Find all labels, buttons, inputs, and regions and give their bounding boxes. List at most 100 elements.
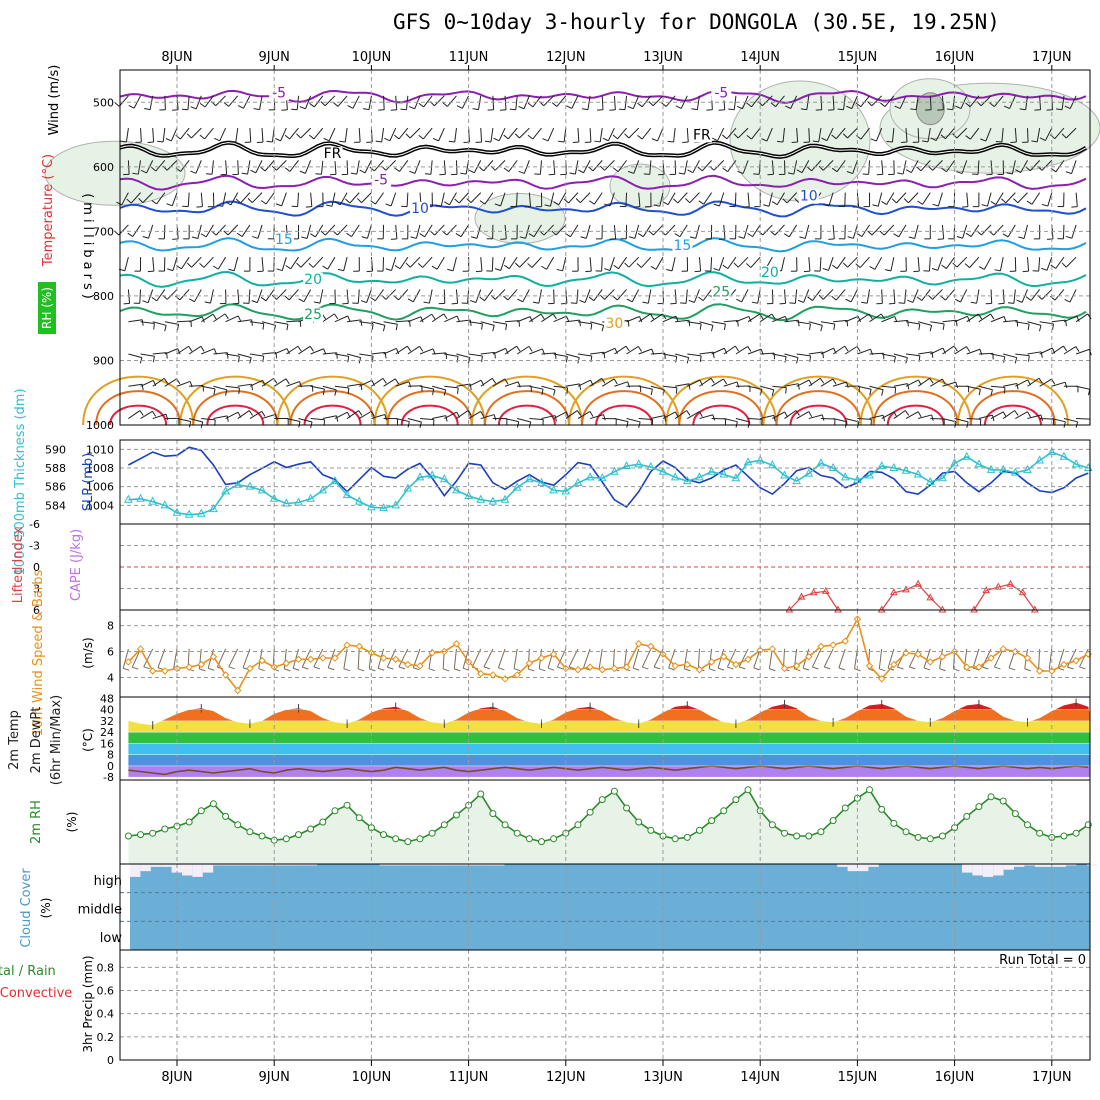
wind-barb <box>983 256 992 270</box>
wind-barb <box>826 127 834 141</box>
wind-barb <box>1054 289 1065 301</box>
surface-wind-barb <box>768 648 773 669</box>
wind-barb <box>723 345 736 355</box>
wind-barb <box>1027 128 1029 143</box>
surface-wind-barb-feather <box>879 668 886 672</box>
wind-barb <box>978 414 993 420</box>
wind-barb-feather <box>443 389 447 396</box>
wind-barb <box>684 160 688 175</box>
dewpoint-line <box>128 765 1089 776</box>
wind-barb-feather <box>407 421 410 428</box>
wind-barb-feather <box>590 323 593 330</box>
wind-barb <box>528 192 532 207</box>
surface-wind-barb <box>398 648 409 668</box>
wind-barb <box>225 385 240 389</box>
surface-wind-barb <box>838 648 846 669</box>
surface-wind-barb <box>993 648 1004 668</box>
surface-wind-barb-feather <box>684 668 691 672</box>
wind-barb <box>650 385 665 391</box>
wind-barb <box>1001 128 1004 143</box>
wind-barb <box>760 414 774 420</box>
high-cloud-gap <box>462 864 474 866</box>
wind-barb-feather <box>241 172 248 175</box>
wind-barb <box>375 192 384 205</box>
wind-barb-feather <box>491 378 497 384</box>
wind-barb-feather <box>310 233 316 238</box>
wind-barb <box>249 128 252 143</box>
wind-barb <box>152 413 167 420</box>
wind-barb <box>137 160 142 175</box>
cloud-level-label: low <box>100 931 123 946</box>
wind-barb-feather <box>639 316 643 323</box>
wind-barb <box>261 257 264 272</box>
high-cloud-gap <box>192 864 203 877</box>
wind-barb-feather <box>688 383 691 390</box>
wind-barb <box>1039 95 1042 110</box>
wind-barb <box>322 415 337 420</box>
wind-barb-feather <box>360 300 367 304</box>
pressure-tick-label: 800 <box>93 290 114 303</box>
wind-barb-feather <box>558 140 565 143</box>
wind-barb <box>181 256 190 270</box>
day-label-top: 10JUN <box>352 50 392 65</box>
wind-barb <box>334 315 348 323</box>
wind-barb <box>866 289 871 304</box>
wind-barb-feather <box>675 105 682 109</box>
high-cloud-gap <box>213 864 224 866</box>
wind-barb-feather <box>771 201 778 206</box>
wind-barb-feather <box>737 170 744 174</box>
wind-barb-feather <box>941 167 947 173</box>
wind-barb <box>468 379 482 387</box>
wind-barb-feather <box>1025 296 1032 301</box>
wind-barb-feather <box>837 108 844 111</box>
wind-barb <box>276 289 287 300</box>
wind-barb <box>710 257 713 272</box>
thickness-marker <box>500 494 510 503</box>
wind-barb-feather <box>470 236 478 239</box>
wind-barb <box>638 418 653 421</box>
wind-barb <box>456 353 471 359</box>
wind-barb-feather <box>409 170 416 174</box>
wind-barb-feather <box>551 102 558 107</box>
wind-barb-feather <box>886 140 893 143</box>
wind-barb-feather <box>481 355 483 363</box>
wind-barb-feather <box>710 378 715 384</box>
wind-barb-feather <box>588 166 594 172</box>
lifted-index-tick-label: -3 <box>29 540 40 553</box>
wind-barb <box>484 289 494 302</box>
wind-barb-feather <box>190 170 197 174</box>
wind-speed-marker <box>732 660 740 669</box>
wind-barb-feather <box>424 173 431 175</box>
wind-barb-feather <box>224 313 229 320</box>
wind-barb <box>1002 410 1015 419</box>
wind-barb-feather <box>1003 105 1010 110</box>
wind-barb <box>381 128 385 143</box>
wind-speed-marker <box>805 653 813 661</box>
rh2m-marker <box>538 838 545 846</box>
wind-barb <box>217 256 227 270</box>
wind-barb <box>319 289 324 304</box>
wind-barb <box>899 95 907 109</box>
wind-barb <box>869 414 884 420</box>
wind-barb <box>140 321 155 325</box>
wind-barb-feather <box>782 198 788 204</box>
wind-barb-feather <box>566 105 573 109</box>
wind-barb <box>286 345 299 355</box>
wind-speed-marker <box>671 662 679 670</box>
isotherm-warm-core <box>983 404 1042 426</box>
wind-barb <box>444 353 459 357</box>
contour-label: 10 <box>411 201 429 217</box>
wind-barb <box>881 289 883 304</box>
rh2m-marker <box>890 819 898 827</box>
wind-barb <box>227 224 239 236</box>
thickness-marker <box>974 459 984 468</box>
thickness-tick-label: 586 <box>45 481 66 494</box>
wind-barb <box>812 289 822 301</box>
wind-barb <box>618 256 627 269</box>
wind-barb-feather <box>907 383 910 390</box>
wind-barb <box>772 353 787 358</box>
wind-barb-feather <box>420 316 424 323</box>
wind-barb <box>677 192 688 204</box>
wind-barb <box>432 352 447 355</box>
